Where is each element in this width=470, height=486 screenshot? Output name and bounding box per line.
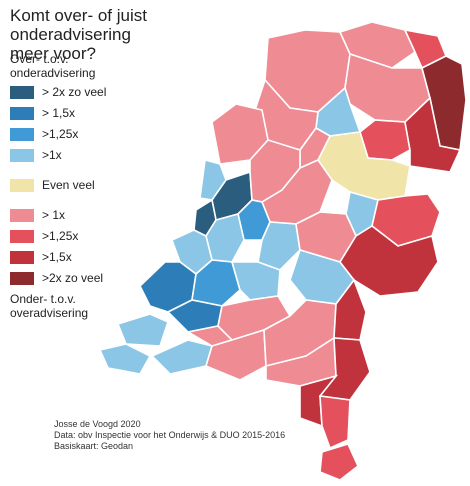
legend-swatch	[10, 178, 34, 192]
legend-item-over-1-5x: > 1,5x	[10, 104, 170, 122]
map-region	[333, 278, 367, 341]
map-legend: Over- t.o.v. onderadvisering > 2x zo vee…	[10, 52, 170, 320]
title-line-1: Komt over- of juist onderadvisering	[10, 6, 147, 44]
legend-item-label: >1x	[42, 148, 62, 162]
map-region	[230, 261, 281, 301]
legend-over-label-line-1: Over- t.o.v.	[10, 52, 69, 66]
legend-item-over-1x: >1x	[10, 146, 170, 164]
legend-swatch	[10, 85, 34, 99]
legend-under-label-line-2: overadvisering	[10, 306, 89, 320]
legend-item-over-1-25x: >1,25x	[10, 125, 170, 143]
title-line-2: meer voor?	[10, 44, 96, 63]
map-region	[404, 96, 462, 173]
legend-item-label: Even veel	[42, 178, 95, 192]
map-region	[319, 443, 359, 481]
legend-swatch	[10, 208, 34, 222]
map-region	[319, 395, 351, 450]
map-title: Komt over- of juist onderadvisering meer…	[10, 6, 270, 63]
legend-swatch	[10, 271, 34, 285]
legend-item-under-1-25x: >1,25x	[10, 227, 170, 245]
legend-swatch	[10, 127, 34, 141]
credit-basemap: Basiskaart: Geodan	[54, 441, 134, 451]
map-region	[98, 343, 152, 375]
credit-author: Josse de Voogd 2020	[54, 419, 141, 429]
legend-item-label: > 1x	[42, 208, 66, 222]
map-region	[116, 313, 169, 347]
map-region	[339, 225, 439, 297]
legend-item-label: > 1,5x	[42, 106, 76, 120]
legend-swatch	[10, 106, 34, 120]
legend-over-label-line-2: onderadvisering	[10, 66, 96, 80]
legend-item-label: >2x zo veel	[42, 271, 104, 285]
legend-item-under-2x: >2x zo veel	[10, 269, 170, 287]
legend-item-label: >1,5x	[42, 250, 72, 264]
legend-item-under-1-5x: >1,5x	[10, 248, 170, 266]
legend-over-heading: Over- t.o.v. onderadvisering	[10, 52, 170, 80]
credit-data-source: Data: obv Inspectie voor het Onderwijs &…	[54, 430, 286, 440]
legend-swatch	[10, 148, 34, 162]
legend-item-label: >1,25x	[42, 229, 79, 243]
legend-swatch	[10, 229, 34, 243]
legend-item-over-2x: > 2x zo veel	[10, 83, 170, 101]
legend-item-label: > 2x zo veel	[42, 85, 107, 99]
legend-under-heading: Onder- t.o.v. overadvisering	[10, 292, 170, 320]
legend-under-label-line-1: Onder- t.o.v.	[10, 292, 76, 306]
legend-swatch	[10, 250, 34, 264]
map-credits: Josse de Voogd 2020 Data: obv Inspectie …	[54, 419, 285, 452]
legend-item-even-veel: Even veel	[10, 176, 170, 194]
legend-item-under-1x: > 1x	[10, 206, 170, 224]
legend-item-label: >1,25x	[42, 127, 79, 141]
